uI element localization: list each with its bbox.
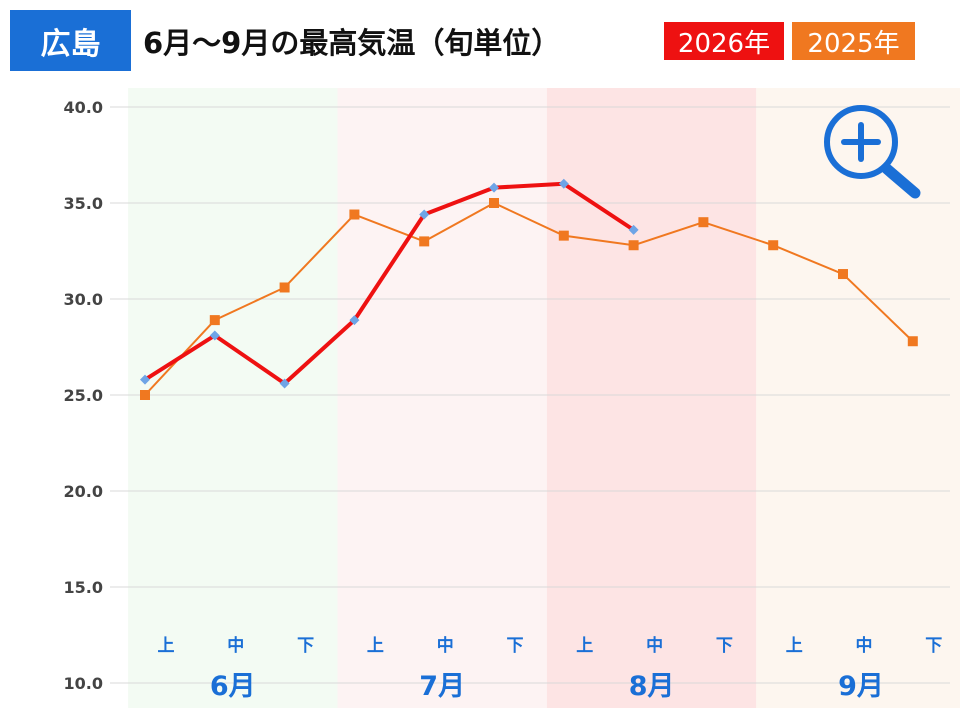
band-august	[546, 88, 757, 708]
dek-label: 上	[576, 636, 593, 656]
series-2026-point	[140, 374, 150, 385]
legend-2026: 2026年	[664, 22, 784, 60]
zoom-in-magnifier-icon[interactable]	[824, 105, 921, 199]
series-2025-point	[907, 336, 918, 347]
series-2025-point	[628, 240, 639, 251]
series-2025-point	[209, 315, 220, 326]
month-label: 6月	[210, 671, 256, 702]
series-2025-point	[349, 209, 360, 220]
month-label: 7月	[419, 671, 465, 702]
dek-label: 上	[786, 636, 803, 656]
month-label: 9月	[838, 671, 884, 702]
series-2025-point	[558, 230, 569, 241]
month-label: 8月	[629, 671, 675, 702]
series-2025-point	[140, 390, 150, 400]
dek-label: 下	[716, 636, 733, 656]
series-2025-point	[279, 282, 290, 293]
series-2025-point	[768, 240, 779, 251]
y-tick-label: 15.0	[64, 578, 103, 597]
series-2026-point	[279, 378, 290, 389]
series-2025-line	[144, 201, 914, 396]
dek-label: 中	[646, 635, 663, 656]
series-2026-line	[143, 181, 635, 386]
band-june	[128, 88, 338, 708]
series-2025-point	[489, 198, 499, 208]
band-july	[337, 88, 547, 708]
series-2026-point	[489, 182, 499, 193]
dek-label: 上	[158, 636, 175, 656]
series-2026-point	[628, 224, 639, 235]
series-2026-point	[209, 330, 220, 341]
series-2025-point	[419, 236, 430, 247]
dek-label: 下	[925, 636, 942, 656]
series-2025-point	[838, 269, 848, 280]
y-tick-label: 10.0	[64, 674, 103, 693]
series-2025-point	[698, 217, 709, 228]
y-tick-label: 35.0	[64, 194, 103, 213]
y-tick-label: 40.0	[64, 98, 103, 117]
dek-label: 中	[856, 635, 873, 656]
y-tick-label: 30.0	[64, 290, 103, 309]
series-2026-point	[558, 178, 569, 189]
dek-label: 中	[227, 635, 244, 656]
y-tick-label: 25.0	[64, 386, 103, 405]
dek-label: 中	[437, 635, 454, 656]
series-2026-point	[349, 315, 360, 326]
y-tick-label: 20.0	[64, 482, 103, 501]
dek-label: 上	[367, 636, 384, 656]
legend-2025: 2025年	[792, 22, 915, 60]
series-2026-point	[419, 209, 430, 220]
chart-title: 6月～9月の最高気温（旬単位）	[143, 26, 561, 60]
dek-label: 下	[507, 636, 524, 656]
band-september	[756, 88, 960, 708]
dek-label: 下	[297, 636, 314, 656]
city-badge: 広島	[10, 10, 131, 71]
